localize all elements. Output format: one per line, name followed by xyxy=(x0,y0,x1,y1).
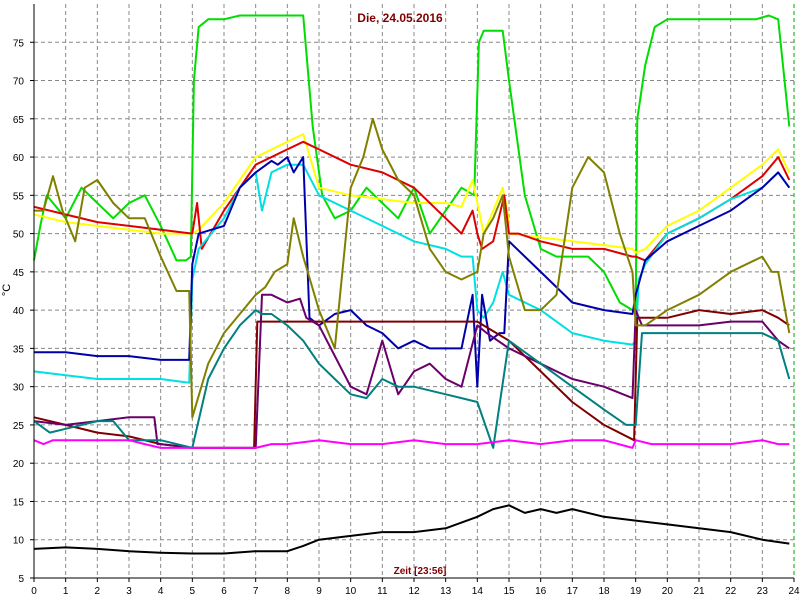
x-tick-label: 16 xyxy=(535,586,547,597)
y-tick-label: 45 xyxy=(13,268,25,279)
x-tick-label: 5 xyxy=(190,586,196,597)
y-tick-label: 65 xyxy=(13,115,25,126)
y-tick-label: 75 xyxy=(13,38,25,49)
x-tick-label: 14 xyxy=(472,586,484,597)
y-tick-label: 40 xyxy=(13,306,25,317)
x-tick-label: 15 xyxy=(503,586,515,597)
y-tick-label: 70 xyxy=(13,77,25,88)
series-line-8 xyxy=(33,309,791,449)
series-line-3 xyxy=(33,140,791,262)
x-tick-label: 21 xyxy=(693,586,705,597)
x-axis-label: Zeit [23:56] xyxy=(394,566,447,577)
x-tick-label: 20 xyxy=(662,586,674,597)
grid xyxy=(34,4,795,579)
y-tick-label: 15 xyxy=(13,497,25,508)
series-line-10 xyxy=(33,439,790,449)
series-line-11 xyxy=(33,504,790,555)
y-tick-label: 10 xyxy=(13,536,25,547)
y-tick-label: 30 xyxy=(13,383,25,394)
x-tick-label: 8 xyxy=(285,586,291,597)
series-group xyxy=(33,14,791,555)
x-tick-label: 10 xyxy=(345,586,357,597)
series-line-7 xyxy=(33,293,790,449)
series-line-2 xyxy=(33,133,791,254)
y-axis-label: °C xyxy=(1,284,13,296)
x-tick-label: 17 xyxy=(567,586,579,597)
x-tick-label: 23 xyxy=(757,586,769,597)
axes: 0 1 2 3 4 5 6 7 8 9 10 11 12 13 14 15 16 17 18 19 20 21 22 23 24… xyxy=(13,4,800,597)
y-tick-label: 20 xyxy=(13,459,25,470)
x-tick-label: 4 xyxy=(158,586,164,597)
x-tick-label: 3 xyxy=(126,586,132,597)
x-tick-label: 24 xyxy=(788,586,800,597)
x-tick-label: 22 xyxy=(725,586,737,597)
x-tick-label: 9 xyxy=(316,586,322,597)
x-tick-label: 19 xyxy=(630,586,642,597)
y-tick-label: 35 xyxy=(13,344,25,355)
x-tick-label: 7 xyxy=(253,586,259,597)
y-tick-label: 25 xyxy=(13,421,25,432)
x-tick-label: 1 xyxy=(63,586,69,597)
y-tick-label: 50 xyxy=(13,230,25,241)
chart-title: Die, 24.05.2016 xyxy=(357,11,443,25)
y-tick-label: 5 xyxy=(18,574,24,585)
x-tick-label: 18 xyxy=(598,586,610,597)
x-tick-label: 2 xyxy=(95,586,101,597)
y-tick-label: 55 xyxy=(13,191,25,202)
x-tick-label: 13 xyxy=(440,586,452,597)
series-line-9 xyxy=(34,117,791,419)
x-tick-label: 11 xyxy=(377,586,388,597)
series-line-1 xyxy=(33,14,791,312)
x-tick-label: 0 xyxy=(31,586,37,597)
y-tick-label: 60 xyxy=(13,153,25,164)
x-tick-label: 12 xyxy=(408,586,420,597)
x-tick-label: 6 xyxy=(221,586,227,597)
